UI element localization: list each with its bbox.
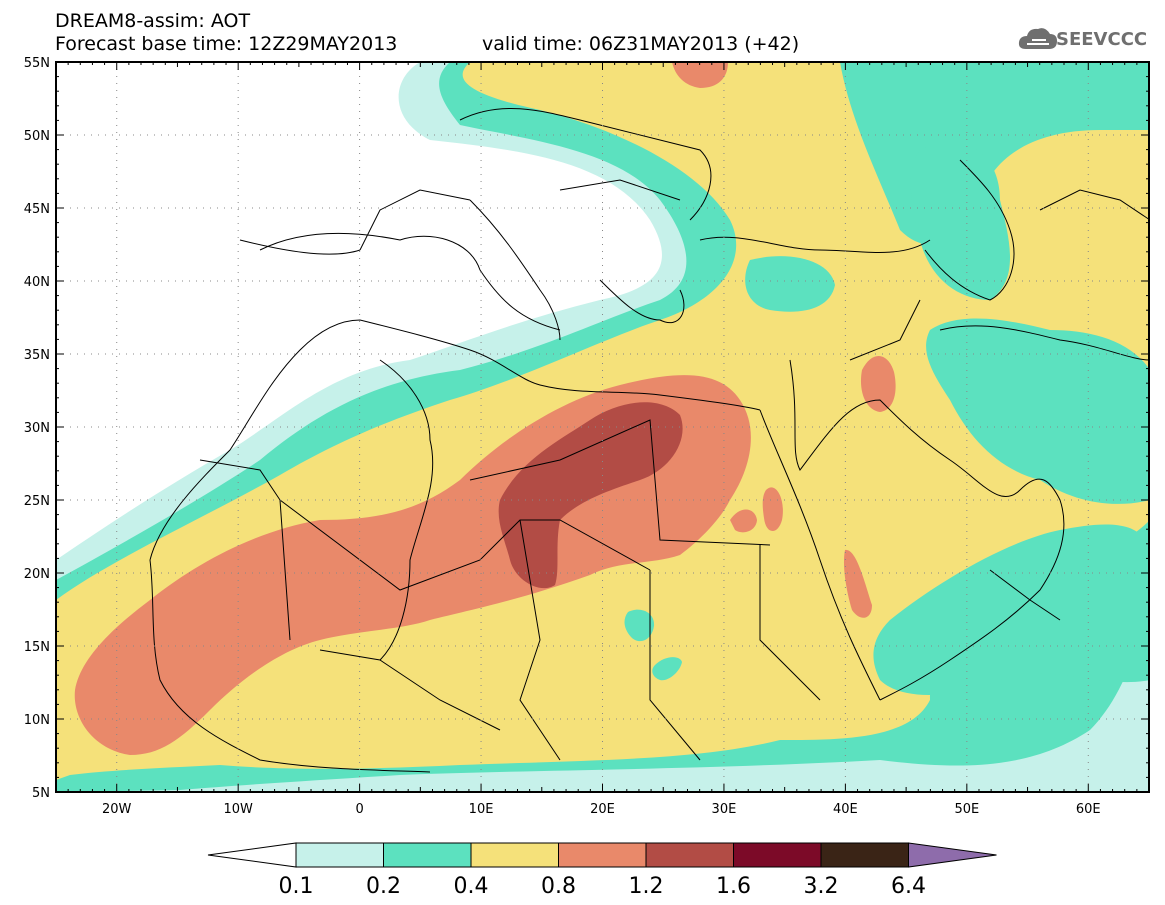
latitude-label: 30N: [24, 421, 50, 436]
colorbar-label: 0.1: [279, 874, 314, 899]
tick-marks: [55, 61, 1150, 793]
longitude-label: 10W: [223, 802, 253, 817]
longitude-labels: 20W 10W 0 10E 20E 30E 40E 50E 60E: [102, 802, 1101, 817]
latitude-label: 50N: [24, 129, 50, 144]
latitude-label: 25N: [24, 494, 50, 509]
longitude-label: 40E: [833, 802, 858, 817]
aot-patch-gulf: [926, 318, 1149, 504]
colorbar-label: 3.2: [804, 874, 839, 899]
aot-patch-caspian: [910, 142, 1010, 300]
longitude-label: 50E: [954, 802, 979, 817]
longitude-label: 60E: [1076, 802, 1101, 817]
colorbar: 0.1 0.2 0.4 0.8 1.2 1.6 3.2 6.4: [207, 842, 997, 899]
aot-patch-red-sea: [843, 549, 872, 618]
colorbar-label: 0.2: [366, 874, 401, 899]
logo-text: SEEVCCC: [1056, 29, 1148, 50]
latitude-label: 15N: [24, 640, 50, 655]
colorbar-under-arrow: [207, 842, 297, 868]
aot-patch-med: [745, 256, 835, 312]
aot-patch-egypt-b: [762, 487, 783, 532]
colorbar-swatch: [733, 842, 822, 868]
latitude-label: 10N: [24, 713, 50, 728]
longitude-label: 10E: [469, 802, 494, 817]
aot-band-1.2: [498, 402, 683, 589]
valid-time: valid time: 06Z31MAY2013 (+42): [482, 33, 800, 55]
cloud-icon: [1018, 28, 1057, 49]
latitude-label: 35N: [24, 348, 50, 363]
colorbar-label: 0.4: [454, 874, 489, 899]
longitude-label: 0: [355, 802, 363, 817]
aot-patch-chad: [624, 609, 655, 642]
aot-patch-arabian-sea: [873, 524, 1149, 695]
colorbar-swatch: [820, 842, 909, 868]
longitude-label: 30E: [712, 802, 737, 817]
latitude-label: 20N: [24, 567, 50, 582]
longitude-label: 20W: [102, 802, 132, 817]
colorbar-swatch: [645, 842, 734, 868]
longitude-label: 20E: [590, 802, 615, 817]
coastlines: [149, 107, 1149, 773]
colorbar-label: 1.2: [629, 874, 664, 899]
colorbar-swatch: [558, 842, 647, 868]
grid: [56, 62, 1149, 792]
forecast-base-time: Forecast base time: 12Z29MAY2013: [55, 33, 398, 55]
aot-patch-egypt-a: [730, 509, 757, 533]
aot-patch-sudan: [652, 657, 682, 681]
latitude-label: 40N: [24, 275, 50, 290]
aot-patch-iraq: [860, 355, 896, 412]
colorbar-label: 6.4: [891, 874, 926, 899]
latitude-label: 55N: [24, 56, 50, 71]
map-title: DREAM8-assim: AOT: [55, 10, 251, 32]
colorbar-swatch: [383, 842, 472, 868]
latitude-label: 45N: [24, 202, 50, 217]
colorbar-swatch: [470, 842, 559, 868]
colorbar-label: 0.8: [541, 874, 576, 899]
colorbar-over-arrow: [908, 842, 997, 868]
colorbar-label: 1.6: [716, 874, 751, 899]
colorbar-swatch: [295, 842, 384, 868]
seevccc-logo: [1018, 28, 1057, 49]
latitude-labels: 55N 50N 45N 40N 35N 30N 25N 20N 15N 10N 5N: [24, 56, 50, 801]
aot-patch-north: [672, 62, 728, 88]
latitude-label: 5N: [32, 786, 50, 801]
